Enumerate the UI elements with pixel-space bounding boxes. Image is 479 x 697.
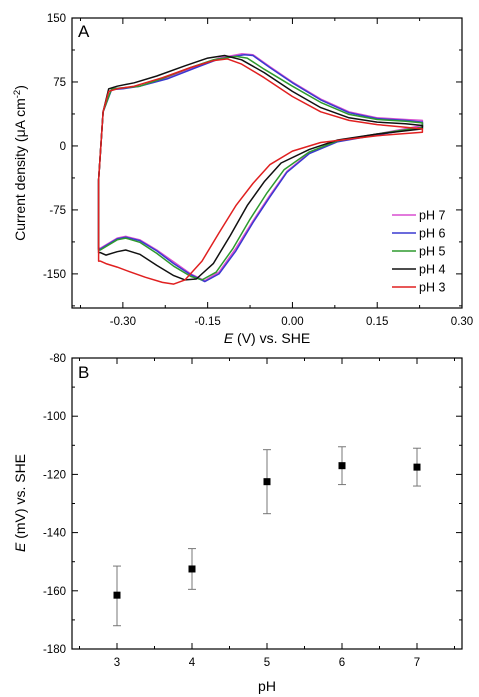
panel-b-letter: B: [78, 363, 89, 382]
panel-a-y-axis-title-main: Current density (μA cm: [12, 98, 28, 241]
panel-a-x-tick-label: 0.00: [281, 316, 303, 328]
panel-a: -0.30 -0.15 0.00 0.15 0.30 150 75 0 -75 -150 A E …: [12, 13, 473, 346]
legend-label-ph-7: pH 7: [419, 209, 445, 223]
cv-curve-ph-3: [97, 58, 424, 285]
panel-a-curves: [97, 53, 424, 285]
data-point-ph-6: [338, 446, 346, 486]
legend-label-ph-5: pH 5: [419, 245, 445, 259]
legend-label-ph-4: pH 4: [419, 263, 445, 277]
panel-a-ticks: -0.30 -0.15 0.00 0.15 0.30 150 75 0 -75 -150: [43, 13, 473, 328]
panel-a-frame: [71, 17, 463, 309]
panel-b-y-tick-label: -140: [43, 528, 66, 540]
panel-a-y-tick-label: 0: [60, 141, 66, 153]
panel-a-y-tick-label: 75: [53, 77, 66, 89]
panel-a-x-tick-label: -0.15: [195, 316, 221, 328]
data-point-marker: [263, 478, 271, 486]
panel-b-y-tick-label: -100: [43, 411, 66, 423]
panel-b-x-tick-label: 4: [189, 657, 196, 669]
panel-a-letter: A: [78, 22, 90, 41]
panel-b-y-tick-label: -80: [49, 353, 66, 365]
data-point-marker: [338, 462, 346, 470]
panel-a-y-axis-title-close: ): [12, 85, 28, 90]
cv-curve-ph-5: [97, 55, 424, 281]
panel-a-y-tick-label: 150: [47, 13, 66, 25]
panel-b-y-tick-label: -120: [43, 469, 66, 481]
cv-curve-ph-4: [97, 54, 424, 281]
panel-b-x-tick-label: 3: [114, 657, 120, 669]
data-point-ph-7: [413, 447, 421, 487]
panel-a-x-tick-label: 0.30: [451, 316, 473, 328]
data-point-marker: [113, 591, 121, 599]
panel-a-y-tick-label: -150: [43, 269, 66, 281]
panel-b-x-tick-label: 7: [414, 657, 420, 669]
panel-b-x-tick-label: 5: [264, 657, 270, 669]
panel-a-x-axis-title-rest: (V) vs. SHE: [233, 330, 310, 346]
panel-b: 3 4 5 6 7 -80 -100 -120 -140 -160 -180 B pH E (mV)…: [12, 353, 463, 694]
data-point-ph-3: [113, 565, 121, 627]
panel-a-x-tick-label: 0.15: [366, 316, 388, 328]
panel-b-x-tick-label: 6: [339, 657, 345, 669]
panel-a-x-tick-label: -0.30: [110, 316, 136, 328]
panel-b-x-axis-title: pH: [258, 678, 276, 694]
legend-label-ph-6: pH 6: [419, 227, 445, 241]
data-point-ph-4: [188, 548, 196, 590]
panel-b-points: [113, 446, 421, 627]
panel-b-y-axis-title-rest: (mV) vs. SHE: [12, 454, 28, 543]
data-point-ph-5: [263, 449, 271, 515]
panel-b-y-tick-label: -180: [43, 644, 66, 656]
panel-a-y-axis-title-sup: -2: [12, 90, 23, 98]
data-point-marker: [188, 565, 196, 573]
panel-b-ticks: 3 4 5 6 7 -80 -100 -120 -140 -160 -180: [43, 353, 462, 669]
panel-b-y-tick-label: -160: [43, 586, 66, 598]
legend-label-ph-3: pH 3: [419, 281, 445, 295]
panel-b-y-axis-title: E (mV) vs. SHE: [12, 454, 28, 552]
data-point-marker: [413, 463, 421, 471]
panel-a-y-tick-label: -75: [49, 205, 66, 217]
panel-b-y-axis-title-symbol: E: [12, 542, 28, 552]
panel-a-x-axis-title-symbol: E: [224, 330, 234, 346]
panel-a-legend: pH 7 pH 6 pH 5 pH 4 pH 3: [392, 209, 445, 295]
panel-a-x-axis-title: E (V) vs. SHE: [224, 330, 310, 346]
panel-a-y-axis-title: Current density (μA cm-2): [12, 85, 28, 241]
